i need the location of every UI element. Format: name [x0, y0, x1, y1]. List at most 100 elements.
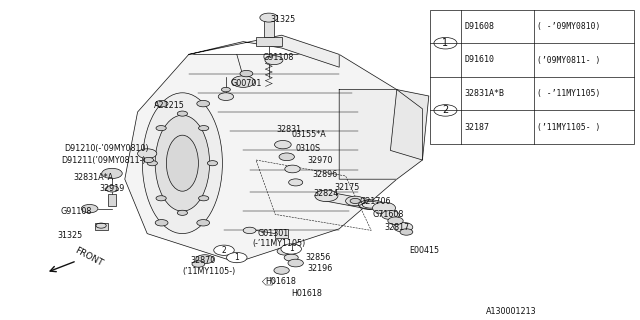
Polygon shape — [390, 90, 429, 160]
Text: D91610: D91610 — [464, 55, 494, 65]
Circle shape — [147, 161, 157, 166]
Circle shape — [106, 186, 118, 192]
Circle shape — [281, 244, 301, 254]
Circle shape — [284, 254, 298, 261]
Bar — [95, 223, 108, 230]
Text: 0310S: 0310S — [296, 144, 321, 153]
Circle shape — [155, 100, 168, 107]
Text: ( -’11MY1105): ( -’11MY1105) — [537, 89, 600, 98]
Circle shape — [81, 204, 98, 213]
Text: G00701: G00701 — [230, 79, 262, 88]
Text: (’11MY1105- ): (’11MY1105- ) — [537, 123, 600, 132]
Circle shape — [102, 168, 122, 179]
Bar — [256, 37, 282, 46]
Circle shape — [192, 261, 205, 267]
Circle shape — [288, 259, 303, 267]
Text: 31325: 31325 — [270, 15, 295, 24]
Text: D91210(-’09MY0810): D91210(-’09MY0810) — [64, 144, 148, 153]
Circle shape — [394, 222, 413, 232]
Ellipse shape — [142, 93, 223, 234]
Text: A21215: A21215 — [154, 101, 184, 110]
Circle shape — [346, 196, 365, 206]
Circle shape — [400, 229, 413, 235]
Text: 32196: 32196 — [307, 264, 332, 273]
Text: 31325: 31325 — [58, 231, 83, 240]
Circle shape — [197, 220, 210, 226]
Text: (’11MY1105-): (’11MY1105-) — [182, 267, 236, 276]
Text: G91108: G91108 — [61, 207, 92, 216]
Text: 03155*A: 03155*A — [291, 130, 326, 139]
Bar — [430, 10, 634, 144]
Circle shape — [275, 140, 291, 149]
Text: 2: 2 — [442, 105, 449, 116]
Text: (’09MY0811- ): (’09MY0811- ) — [537, 55, 600, 65]
Circle shape — [227, 252, 247, 263]
Text: 32896: 32896 — [312, 170, 337, 179]
Bar — [264, 21, 274, 37]
Circle shape — [274, 267, 289, 274]
Text: 32175: 32175 — [334, 183, 360, 192]
Circle shape — [350, 198, 360, 204]
Text: 32831A*A: 32831A*A — [74, 173, 114, 182]
Text: H01618: H01618 — [266, 277, 296, 286]
Polygon shape — [339, 90, 422, 179]
Text: 1: 1 — [289, 244, 294, 253]
Text: (-’11MY1105): (-’11MY1105) — [253, 239, 306, 248]
Circle shape — [285, 165, 300, 173]
Text: 32187: 32187 — [464, 123, 489, 132]
Circle shape — [388, 217, 403, 225]
Text: 32870: 32870 — [191, 256, 216, 265]
Circle shape — [198, 125, 209, 131]
Text: FRONT: FRONT — [74, 245, 105, 268]
Circle shape — [207, 161, 218, 166]
Circle shape — [214, 245, 234, 255]
Circle shape — [218, 93, 234, 100]
Text: H01618: H01618 — [291, 289, 322, 298]
Polygon shape — [125, 54, 397, 262]
Circle shape — [155, 220, 168, 226]
Text: E00415: E00415 — [410, 246, 440, 255]
Text: 32824: 32824 — [314, 189, 339, 198]
Polygon shape — [320, 190, 371, 210]
Text: D91608: D91608 — [464, 22, 494, 31]
Text: 1: 1 — [442, 38, 449, 48]
Circle shape — [315, 190, 338, 202]
Circle shape — [372, 202, 396, 214]
Text: ( -’09MY0810): ( -’09MY0810) — [537, 22, 600, 31]
Circle shape — [240, 70, 253, 77]
Circle shape — [289, 179, 303, 186]
Circle shape — [177, 210, 188, 215]
Text: G21706: G21706 — [360, 197, 391, 206]
Circle shape — [197, 100, 210, 107]
Bar — [275, 229, 288, 238]
Text: 32831A*B: 32831A*B — [464, 89, 504, 98]
Text: 32970: 32970 — [307, 156, 333, 165]
Text: 32817: 32817 — [384, 223, 409, 232]
Circle shape — [156, 196, 166, 201]
Bar — [108, 194, 116, 206]
Text: 2: 2 — [221, 246, 227, 255]
Circle shape — [381, 211, 399, 220]
Circle shape — [260, 13, 278, 22]
Circle shape — [143, 157, 154, 163]
Text: G01301: G01301 — [257, 229, 289, 238]
Polygon shape — [189, 35, 339, 67]
Ellipse shape — [166, 135, 198, 191]
Circle shape — [279, 153, 294, 161]
Circle shape — [196, 255, 214, 264]
Circle shape — [221, 87, 230, 92]
Circle shape — [138, 149, 157, 158]
Circle shape — [243, 227, 256, 234]
Text: 1: 1 — [234, 253, 239, 262]
Text: G91108: G91108 — [262, 53, 294, 62]
Circle shape — [198, 196, 209, 201]
Text: D91211(’09MY0811-): D91211(’09MY0811-) — [61, 156, 145, 164]
Text: 32919: 32919 — [99, 184, 125, 193]
Circle shape — [177, 111, 188, 116]
Text: A130001213: A130001213 — [486, 307, 537, 316]
Text: G71608: G71608 — [372, 210, 404, 219]
Circle shape — [156, 125, 166, 131]
Circle shape — [277, 247, 292, 255]
Text: 32856: 32856 — [306, 253, 331, 262]
Circle shape — [265, 56, 283, 65]
